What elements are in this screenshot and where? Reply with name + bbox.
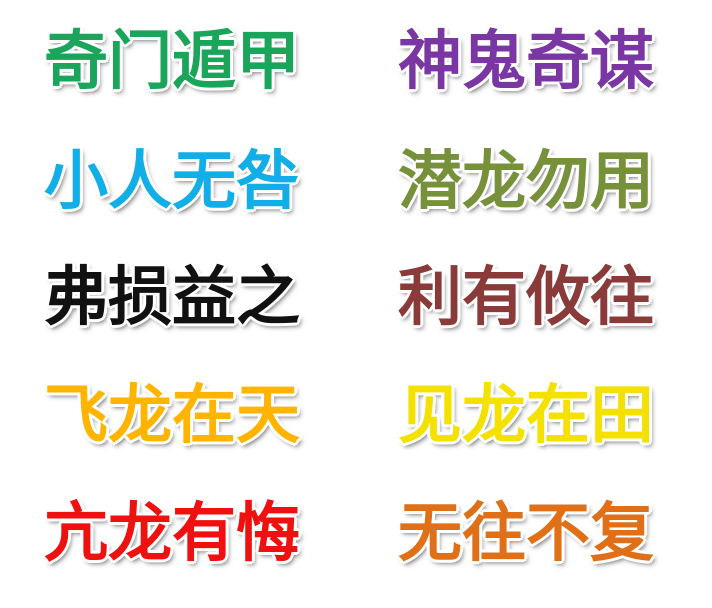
phrase-feilong-zaitian: 飞龙在天 — [44, 379, 300, 453]
phrase-jianlong-zaitian: 见龙在田 — [398, 379, 654, 453]
phrase-qianlong-wuyong: 潜龙勿用 — [398, 145, 654, 219]
phrase-wuwang-bufu: 无往不复 — [398, 497, 654, 571]
phrase-fusun-yizhi: 弗损益之 — [44, 261, 300, 335]
phrase-qimen-dunjia: 奇门遁甲 — [44, 25, 300, 99]
phrase-liyou-youwang: 利有攸往 — [398, 261, 654, 335]
phrase-shengui-qimou: 神鬼奇谋 — [398, 25, 654, 99]
phrase-xiaoren-wujiu: 小人无咎 — [44, 145, 300, 219]
phrase-kanglong-youhui: 亢龙有悔 — [44, 497, 300, 571]
